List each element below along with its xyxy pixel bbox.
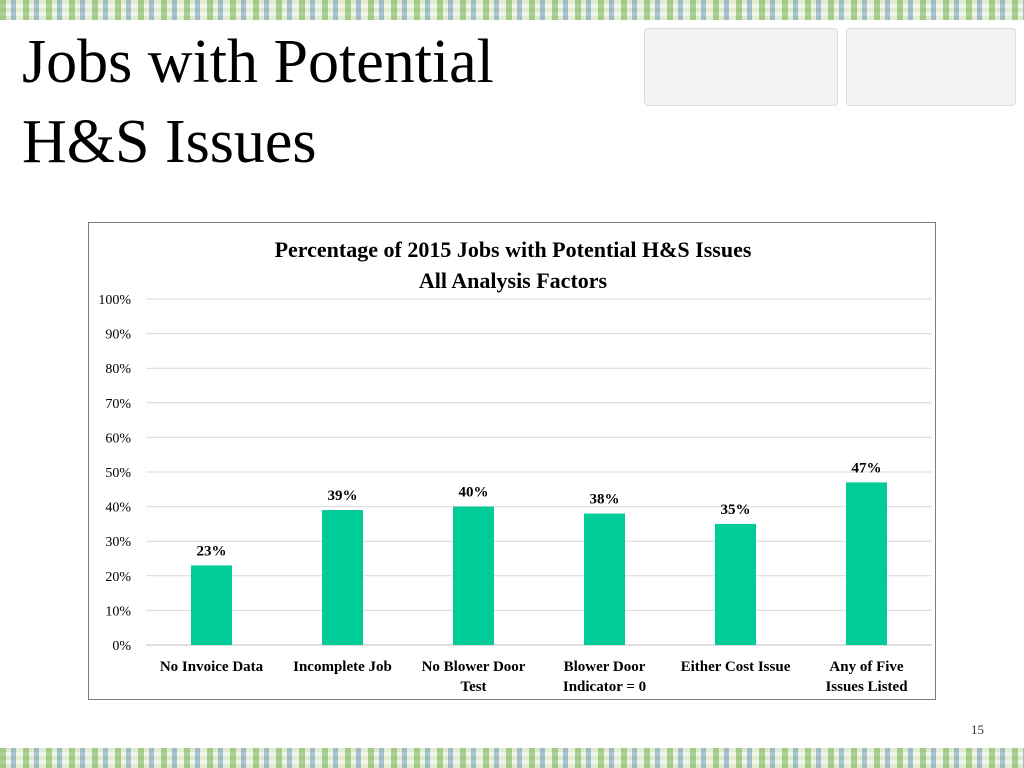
bar <box>453 506 494 645</box>
logo-placeholder-left <box>644 28 838 106</box>
chart-title: Percentage of 2015 Jobs with Potential H… <box>275 237 752 262</box>
x-tick-label: No Blower Door Test <box>422 659 526 695</box>
y-tick-label: 100% <box>98 293 131 308</box>
bar <box>846 482 887 645</box>
chart-gridlines <box>146 298 932 646</box>
bar-value-label: 40% <box>459 485 489 501</box>
y-tick-label: 40% <box>105 501 131 516</box>
chart-subtitle: All Analysis Factors <box>419 268 608 293</box>
y-tick-label: 90% <box>105 328 131 343</box>
decorative-top-band <box>0 0 1024 20</box>
y-tick-label: 70% <box>105 397 131 412</box>
bar-chart: 0% 10% 20% 30% 40% 50% 60% 70% 80% 90% 100% 23% 39%… <box>98 237 932 695</box>
bar <box>715 523 756 645</box>
slide-title: Jobs with Potential H&S Issues <box>22 22 494 182</box>
chart-frame: 0% 10% 20% 30% 40% 50% 60% 70% 80% 90% 100% 23% 39%… <box>88 222 936 700</box>
bar-value-label: 35% <box>721 502 751 518</box>
y-tick-label: 30% <box>105 535 131 550</box>
bar-value-label: 38% <box>590 492 620 508</box>
bar <box>584 513 625 645</box>
chart-x-ticks: No Invoice Data Incomplete Job No Blower D… <box>160 659 908 695</box>
x-tick-label: Any of Five Issues Listed <box>825 659 908 695</box>
bar-value-label: 23% <box>197 543 227 559</box>
bar-value-label: 39% <box>328 488 358 504</box>
chart-y-ticks: 0% 10% 20% 30% 40% 50% 60% 70% 80% 90% 100% <box>98 293 131 654</box>
bar <box>322 510 363 645</box>
chart-bars <box>191 482 887 645</box>
x-tick-label: No Invoice Data <box>160 659 264 675</box>
y-tick-label: 0% <box>112 639 131 654</box>
slide-title-line-2: H&S Issues <box>22 108 317 176</box>
page-number: 15 <box>971 722 984 737</box>
y-tick-label: 50% <box>105 466 131 481</box>
y-tick-label: 10% <box>105 604 131 619</box>
y-tick-label: 60% <box>105 431 131 446</box>
decorative-bottom-band <box>0 748 1024 768</box>
logo-placeholder-right <box>846 28 1016 106</box>
slide-title-line-1: Jobs with Potential <box>22 28 494 96</box>
x-tick-label: Either Cost Issue <box>681 659 791 675</box>
y-tick-label: 20% <box>105 570 131 585</box>
bar-value-label: 47% <box>852 460 882 476</box>
y-tick-label: 80% <box>105 362 131 377</box>
bar <box>191 565 232 645</box>
chart-value-labels: 23% 39% 40% 38% 35% 47% <box>197 460 882 559</box>
x-tick-label: Incomplete Job <box>293 659 392 675</box>
x-tick-label: Blower Door Indicator = 0 <box>563 659 646 695</box>
